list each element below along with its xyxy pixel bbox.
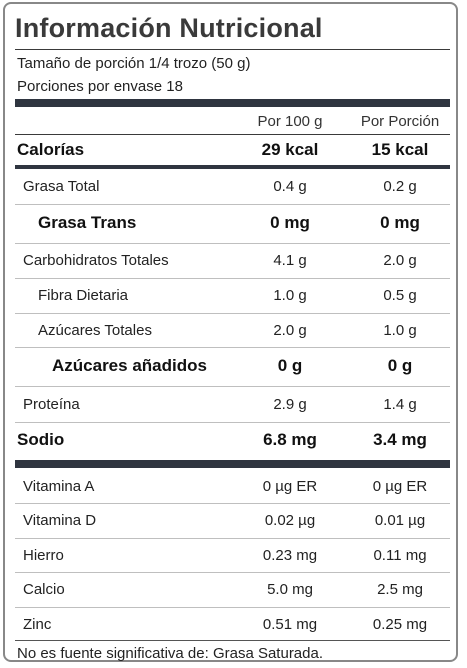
vitamin-per100: 0.51 mg bbox=[262, 616, 318, 633]
row-divider bbox=[15, 538, 450, 539]
col-header-per-serving: Por Porción bbox=[360, 113, 440, 130]
vitamin-label: Vitamina A bbox=[23, 478, 95, 495]
header-thick-rule bbox=[15, 99, 450, 107]
vitamin-per100: 0 µg ER bbox=[262, 478, 318, 495]
calories-label: Calorías bbox=[17, 140, 85, 159]
nutrient-label: Grasa Total bbox=[23, 178, 100, 195]
row-divider bbox=[15, 313, 450, 314]
nutrient-per100: 4.1 g bbox=[273, 252, 307, 269]
vitamin-label: Vitamina D bbox=[23, 512, 97, 529]
nutrient-per-serving: 0.2 g bbox=[383, 178, 417, 195]
vitamin-per100: 5.0 mg bbox=[267, 581, 313, 598]
nutrient-per-serving: 1.0 g bbox=[383, 322, 417, 339]
vitamins-thick-rule bbox=[15, 460, 450, 468]
vitamin-label: Calcio bbox=[23, 581, 65, 598]
vitamin-per-serving: 0.11 mg bbox=[373, 547, 427, 564]
calories-rule bbox=[15, 165, 450, 169]
vitamin-per-serving: 0.01 µg bbox=[374, 512, 426, 529]
nutrient-per100: 0 g bbox=[277, 356, 303, 375]
row-divider bbox=[15, 278, 450, 279]
title-rule bbox=[15, 49, 450, 50]
row-divider bbox=[15, 204, 450, 205]
row-divider bbox=[15, 347, 450, 348]
footnote-rule bbox=[15, 640, 450, 641]
nutrient-per100: 0.4 g bbox=[273, 178, 307, 195]
vitamin-per100: 0.23 mg bbox=[262, 547, 318, 564]
nutrient-label: Azúcares Totales bbox=[38, 322, 152, 339]
nutrient-per100: 6.8 mg bbox=[263, 430, 317, 449]
row-divider bbox=[15, 386, 450, 387]
footnote: No es fuente significativa de: Grasa Sat… bbox=[17, 645, 324, 662]
vitamin-per100: 0.02 µg bbox=[264, 512, 316, 529]
row-divider bbox=[15, 243, 450, 244]
nutrient-per100: 1.0 g bbox=[273, 287, 307, 304]
nutrition-facts-panel: Información Nutricional Tamaño de porció… bbox=[3, 2, 458, 662]
calories-per-serving: 15 kcal bbox=[371, 140, 429, 159]
nutrient-per-serving: 0 mg bbox=[380, 213, 420, 232]
nutrient-label: Carbohidratos Totales bbox=[23, 252, 169, 269]
vitamin-label: Zinc bbox=[23, 616, 52, 633]
nutrient-label: Fibra Dietaria bbox=[38, 287, 129, 304]
serving-size: Tamaño de porción 1/4 trozo (50 g) bbox=[17, 55, 251, 72]
nutrient-label: Proteína bbox=[23, 396, 80, 413]
servings-per-container: Porciones por envase 18 bbox=[17, 78, 183, 95]
nutrient-per100: 0 mg bbox=[270, 213, 310, 232]
nutrient-label: Azúcares añadidos bbox=[52, 356, 207, 375]
vitamin-per-serving: 0.25 mg bbox=[372, 616, 428, 633]
col-header-rule bbox=[15, 134, 450, 135]
nutrient-per-serving: 3.4 mg bbox=[373, 430, 427, 449]
nutrient-per-serving: 0.5 g bbox=[383, 287, 417, 304]
col-header-per100: Por 100 g bbox=[257, 113, 323, 130]
vitamin-per-serving: 2.5 mg bbox=[377, 581, 423, 598]
row-divider bbox=[15, 503, 450, 504]
nutrient-per100: 2.9 g bbox=[273, 396, 307, 413]
nutrient-label: Grasa Trans bbox=[38, 213, 137, 232]
panel-title: Información Nutricional bbox=[15, 13, 323, 43]
calories-per100: 29 kcal bbox=[261, 140, 319, 159]
nutrient-per-serving: 2.0 g bbox=[383, 252, 417, 269]
row-divider bbox=[15, 572, 450, 573]
nutrient-per-serving: 0 g bbox=[387, 356, 413, 375]
row-divider bbox=[15, 607, 450, 608]
nutrient-per100: 2.0 g bbox=[273, 322, 307, 339]
vitamin-label: Hierro bbox=[23, 547, 64, 564]
nutrient-per-serving: 1.4 g bbox=[383, 396, 417, 413]
nutrient-label: Sodio bbox=[17, 430, 65, 449]
row-divider bbox=[15, 422, 450, 423]
vitamin-per-serving: 0 µg ER bbox=[372, 478, 428, 495]
